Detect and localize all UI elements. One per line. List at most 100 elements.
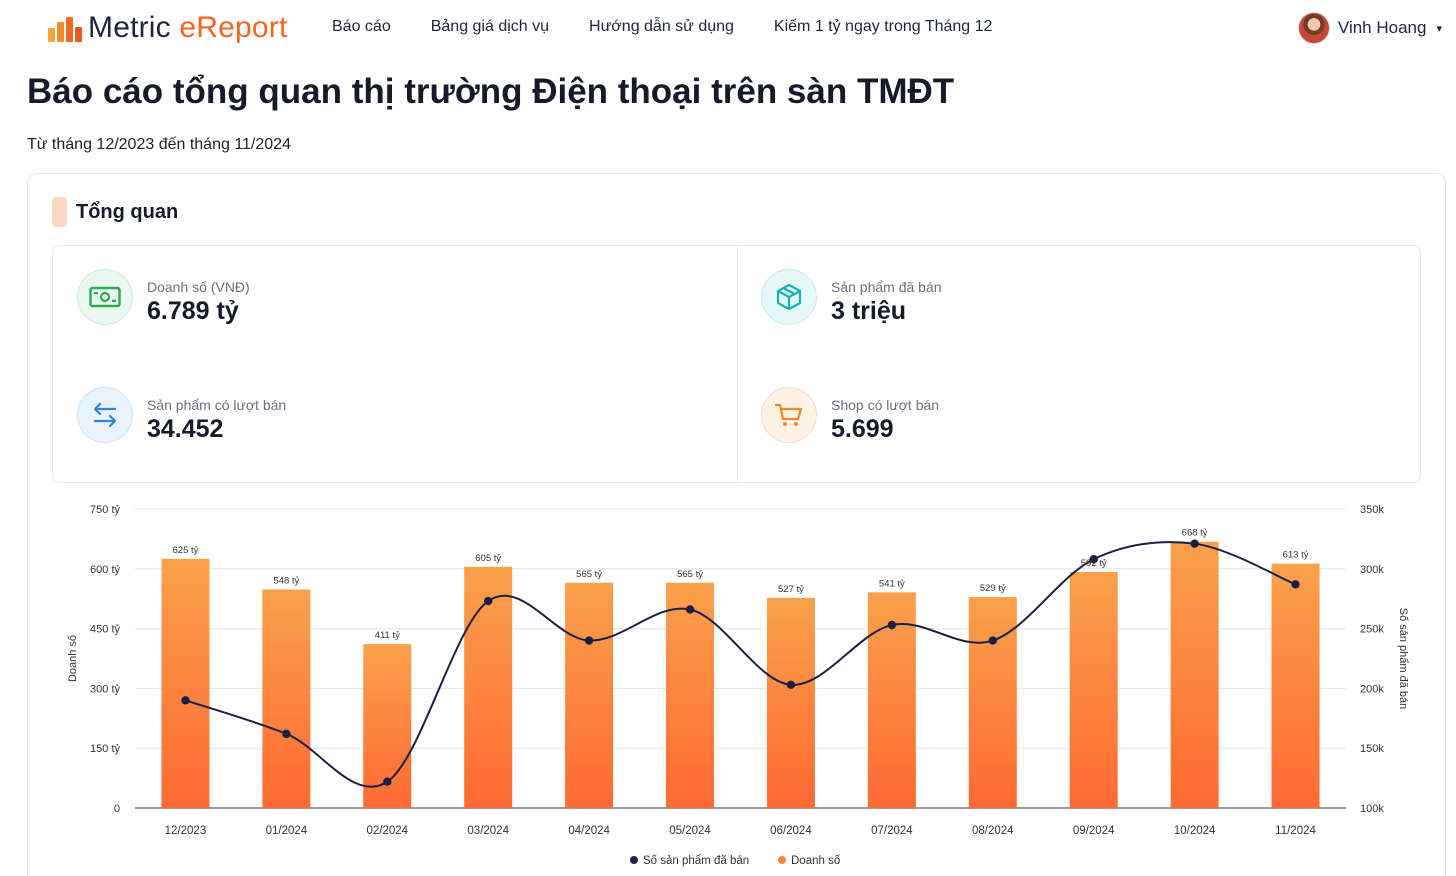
x-tick-label: 05/2024 — [669, 825, 711, 837]
user-menu[interactable]: Vinh Hoang ▾ — [1297, 12, 1442, 44]
line-point-12/2023 — [181, 696, 190, 705]
section-header: Tổng quan — [52, 197, 178, 227]
y-tick-right: 200k — [1360, 683, 1384, 695]
bar-09/2024 — [1069, 571, 1118, 808]
bar-data-label: 565 tỷ — [576, 569, 602, 580]
line-point-11/2024 — [1291, 580, 1300, 589]
y-axis-title-right: Số sản phẩm đã bán — [1397, 608, 1409, 710]
y-tick-right: 350k — [1360, 504, 1384, 516]
chart-line — [181, 539, 1300, 788]
x-tick-label: 10/2024 — [1174, 825, 1216, 837]
chart-labels: 0 150 tỷ 300 tỷ 450 tỷ 600 tỷ 750 tỷ 100k 150k 2… — [67, 504, 1409, 837]
line-point-05/2024 — [685, 605, 695, 614]
bar-04/2024 — [565, 582, 614, 808]
x-tick-label: 07/2024 — [871, 825, 913, 837]
kpi-products-with-sales-label: Sản phẩm có lượt bán — [147, 397, 287, 413]
legend-marker-bar — [778, 856, 786, 864]
bar-10/2024 — [1170, 541, 1219, 808]
line-point-03/2024 — [484, 596, 493, 606]
logo-text: Metric eReport — [88, 11, 288, 44]
kpi-revenue: Doanh số (VNĐ) 6.789 tỷ — [77, 269, 250, 326]
kpi-products-sold-value: 3 triệu — [831, 297, 907, 325]
line-point-09/2024 — [1089, 555, 1098, 564]
bar-data-label: 605 tỷ — [475, 553, 501, 564]
bar-data-label: 668 tỷ — [1182, 528, 1208, 539]
section-title: Tổng quan — [76, 200, 179, 223]
chart-legend: Số sản phẩm đã bán Doanh số — [630, 855, 841, 867]
line-point-04/2024 — [584, 636, 594, 645]
y-tick-left: 300 tỷ — [90, 683, 120, 695]
y-axis-title-left: Doanh số — [67, 635, 79, 682]
legend-label-line: Số sản phẩm đã bán — [643, 855, 749, 867]
line-series-path — [185, 541, 1296, 788]
bar-data-label: 541 tỷ — [879, 578, 905, 589]
y-tick-right: 250k — [1360, 624, 1384, 636]
line-point-10/2024 — [1190, 539, 1199, 548]
nav-kiem-1-ty[interactable]: Kiếm 1 tỷ ngay trong Tháng 12 — [773, 18, 993, 35]
kpi-shops-with-sales: Shop có lượt bán 5.699 — [761, 387, 939, 444]
caret-down-icon: ▾ — [1436, 22, 1442, 35]
bar-01/2024 — [262, 589, 311, 808]
x-tick-label: 04/2024 — [568, 825, 610, 837]
y-tick-right: 150k — [1360, 743, 1384, 755]
kpi-shops-with-sales-label: Shop có lượt bán — [831, 397, 940, 413]
chart-gridlines — [135, 508, 1346, 809]
x-tick-label: 01/2024 — [266, 825, 308, 837]
bar-11/2024 — [1271, 563, 1320, 808]
bar-12/2023 — [161, 558, 210, 808]
x-tick-label: 08/2024 — [972, 825, 1014, 837]
y-tick-right: 300k — [1360, 564, 1384, 576]
page-subtitle: Từ tháng 12/2023 đến tháng 11/2024 — [27, 136, 291, 153]
bar-data-label: 548 tỷ — [273, 576, 299, 587]
kpi-shops-with-sales-value: 5.699 — [831, 415, 894, 443]
kpi-products-sold-label: Sản phẩm đã bán — [831, 279, 942, 295]
bar-06/2024 — [766, 597, 815, 808]
bar-data-label: 613 tỷ — [1283, 550, 1309, 561]
y-tick-left: 450 tỷ — [90, 624, 120, 636]
revenue-sales-chart: 0 150 tỷ 300 tỷ 450 tỷ 600 tỷ 750 tỷ 100k 150k 2… — [67, 504, 1409, 867]
bar-data-label: 411 tỷ — [375, 630, 400, 641]
x-tick-label: 03/2024 — [467, 825, 509, 837]
bar-data-label: 565 tỷ — [677, 569, 703, 580]
x-tick-label: 09/2024 — [1073, 825, 1115, 837]
bar-data-label: 625 tỷ — [173, 545, 199, 556]
kpi-products-with-sales: Sản phẩm có lượt bán 34.452 — [77, 387, 286, 444]
kpi-panel: Doanh số (VNĐ) 6.789 tỷ Sản phẩm đã bán … — [52, 245, 1421, 483]
line-point-02/2024 — [383, 777, 392, 786]
bar-data-label: 529 tỷ — [980, 583, 1006, 594]
logo[interactable]: Metric eReport — [48, 10, 288, 46]
cart-icon — [761, 387, 817, 443]
avatar — [1297, 12, 1330, 44]
bar-03/2024 — [464, 566, 513, 808]
y-tick-left: 150 tỷ — [90, 743, 120, 755]
swap-icon — [77, 387, 133, 443]
line-point-08/2024 — [988, 636, 997, 645]
bar-05/2024 — [666, 582, 715, 808]
main-nav: Báo cáo Bảng giá dịch vụ Hướng dẫn sử dụ… — [332, 18, 992, 36]
nav-bao-cao[interactable]: Báo cáo — [332, 18, 391, 35]
legend-label-bar: Doanh số — [791, 855, 841, 867]
x-tick-label: 06/2024 — [770, 825, 812, 837]
kpi-revenue-label: Doanh số (VNĐ) — [147, 279, 250, 295]
section-accent — [52, 197, 67, 227]
y-tick-left: 750 tỷ — [90, 504, 120, 516]
overview-card: Tổng quan Doanh số (VNĐ) 6.789 tỷ Sản ph… — [27, 173, 1446, 876]
kpi-divider — [737, 246, 738, 482]
line-point-07/2024 — [887, 620, 897, 630]
kpi-revenue-value: 6.789 tỷ — [147, 297, 239, 325]
nav-bang-gia[interactable]: Bảng giá dịch vụ — [430, 18, 550, 35]
logo-bars-icon — [48, 14, 82, 42]
kpi-products-sold: Sản phẩm đã bán 3 triệu — [761, 269, 942, 326]
nav-huong-dan[interactable]: Hướng dẫn sử dụng — [589, 18, 734, 35]
page-title: Báo cáo tổng quan thị trường Điện thoại … — [27, 72, 955, 111]
legend-marker-line — [630, 856, 638, 864]
chart-bars — [161, 541, 1320, 808]
bar-data-label: 527 tỷ — [778, 584, 804, 595]
bar-08/2024 — [968, 597, 1017, 808]
top-navbar: Metric eReport Báo cáo Bảng giá dịch vụ … — [0, 0, 1456, 58]
bar-data-label: 592 tỷ — [1081, 558, 1107, 569]
x-tick-label: 02/2024 — [367, 825, 409, 837]
box-icon — [761, 269, 817, 325]
kpi-products-with-sales-value: 34.452 — [147, 415, 224, 443]
y-tick-left: 600 tỷ — [90, 564, 120, 576]
